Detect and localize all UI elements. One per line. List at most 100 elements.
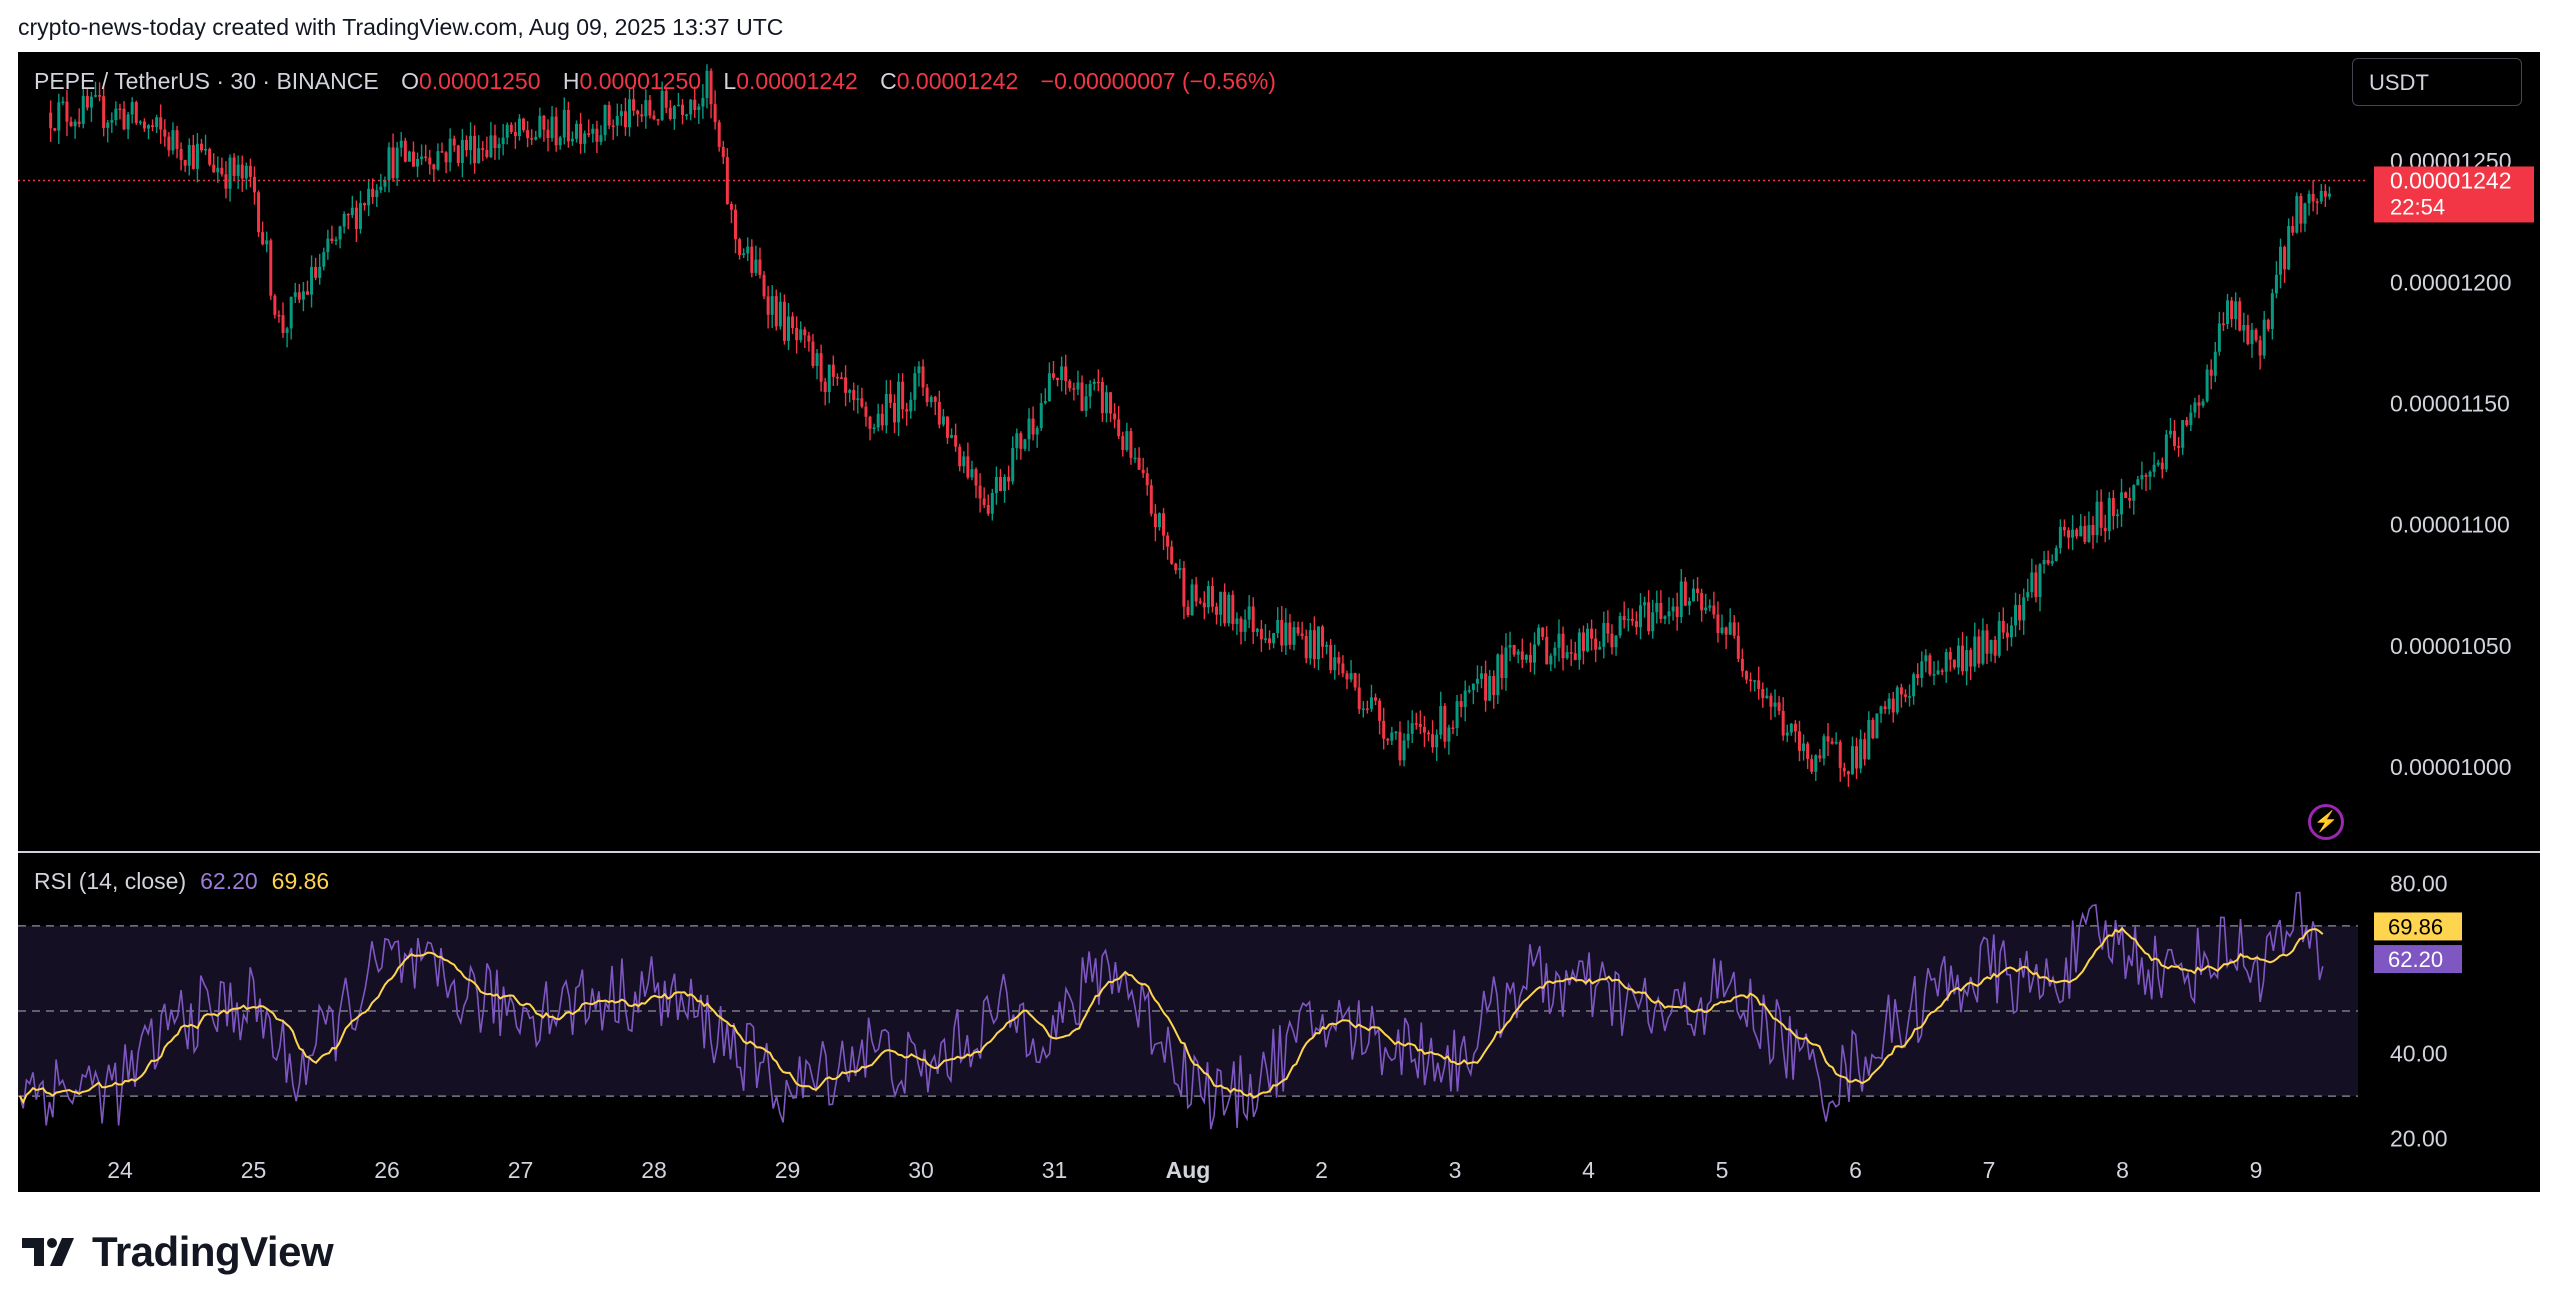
candle-body (676, 104, 680, 107)
candle-body (232, 157, 236, 176)
currency-button[interactable]: USDT (2352, 58, 2522, 106)
candle-body (2226, 300, 2230, 325)
candle-body (1357, 687, 1361, 710)
candle-body (672, 106, 676, 119)
candle-body (1528, 655, 1532, 663)
candle-body (53, 128, 57, 131)
candle-body (1802, 743, 1806, 751)
candle-body (354, 207, 358, 229)
candle-body (1830, 741, 1834, 744)
candle-body (138, 121, 142, 124)
candle-body (183, 159, 187, 166)
candle-body (1243, 619, 1247, 632)
candle-body (81, 95, 85, 124)
candle-body (2303, 203, 2307, 224)
candle-body (2311, 193, 2315, 202)
candle-body (505, 124, 509, 138)
tradingview-logo[interactable]: TradingView (22, 1228, 334, 1276)
candle-body (872, 427, 876, 430)
candle-body (1157, 513, 1161, 528)
candle-body (774, 296, 778, 327)
candle-body (142, 121, 146, 129)
rsi-line (19, 891, 2324, 1130)
candle-body (750, 246, 754, 273)
candle-body (1728, 622, 1732, 635)
candle-body (1899, 687, 1903, 695)
candle-body (191, 145, 195, 169)
candle-body (1292, 627, 1296, 645)
candle-body (892, 402, 896, 423)
candle-body (1394, 731, 1398, 734)
candle-body (2262, 319, 2266, 356)
candle-body (122, 108, 126, 130)
price-tag-value: 0.00001242 (2390, 167, 2512, 193)
candle-body (375, 190, 379, 198)
candle-body (2058, 526, 2062, 548)
candle-body (2258, 340, 2262, 356)
candle-body (1903, 694, 1907, 697)
symbol-label[interactable]: PEPE / TetherUS · 30 · BINANCE (34, 68, 379, 94)
chart-frame[interactable]: 0.00001250 0.00001200 0.00001150 0.00001100… (18, 52, 2540, 1192)
candle-body (106, 122, 110, 128)
candle-body (1622, 616, 1626, 621)
candle-body (481, 148, 485, 150)
candle-body (367, 188, 371, 206)
candle-body (1704, 607, 1708, 611)
candle-body (1757, 680, 1761, 690)
candle-body (534, 136, 538, 140)
candle-body (909, 399, 913, 412)
candle-body (538, 115, 542, 137)
candle-body (1961, 645, 1965, 672)
candle-body (1944, 652, 1948, 672)
candle-body (216, 167, 220, 173)
time-tick-label: 7 (1983, 1157, 1996, 1183)
candle-body (2266, 319, 2270, 329)
candle-body (1023, 439, 1027, 449)
candle-body (1569, 652, 1573, 654)
candle-body (1475, 678, 1479, 684)
candle-body (1369, 697, 1373, 709)
candle-body (652, 115, 656, 120)
candle-body (2111, 498, 2115, 517)
candle-body (1822, 736, 1826, 759)
candle-body (978, 485, 982, 499)
candle-body (815, 353, 819, 366)
candle-body (517, 118, 521, 137)
candle-body (2189, 412, 2193, 426)
candle-body (509, 124, 513, 132)
candle-body (1007, 476, 1011, 482)
candle-body (636, 110, 640, 115)
candle-body (1255, 628, 1259, 632)
candle-body (1166, 535, 1170, 547)
candle-body (1080, 382, 1084, 411)
candle-body (2136, 479, 2140, 486)
candle-body (566, 109, 570, 142)
candle-body (1235, 618, 1239, 624)
candle-body (420, 156, 424, 159)
candle-body (725, 157, 729, 204)
candle-body (110, 120, 114, 123)
candle-body (1810, 758, 1814, 772)
lightning-icon[interactable]: ⚡ (2308, 804, 2344, 840)
candle-body (1015, 433, 1019, 448)
candle-body (619, 111, 623, 117)
candle-body (1149, 485, 1153, 514)
candle-body (2164, 434, 2168, 470)
candle-body (2327, 193, 2331, 197)
rsi-title[interactable]: RSI (14, close) (34, 868, 187, 894)
candle-body (456, 145, 460, 163)
candle-body (2115, 514, 2119, 517)
rsi-tick-label: 40.00 (2390, 1041, 2448, 1067)
candle-body (1145, 473, 1149, 486)
candle-body (432, 164, 436, 170)
rsi-ma-line (19, 927, 2324, 1105)
candle-body (1198, 601, 1202, 603)
candle-body (640, 114, 644, 117)
chart-svg[interactable]: 0.00001250 0.00001200 0.00001150 0.00001100… (18, 52, 2540, 1192)
candle-body (1891, 698, 1895, 713)
time-tick-label: 24 (107, 1157, 133, 1183)
candle-body (2075, 529, 2079, 537)
candle-body (1316, 626, 1320, 660)
candle-body (1141, 469, 1145, 474)
candle-body (762, 274, 766, 297)
